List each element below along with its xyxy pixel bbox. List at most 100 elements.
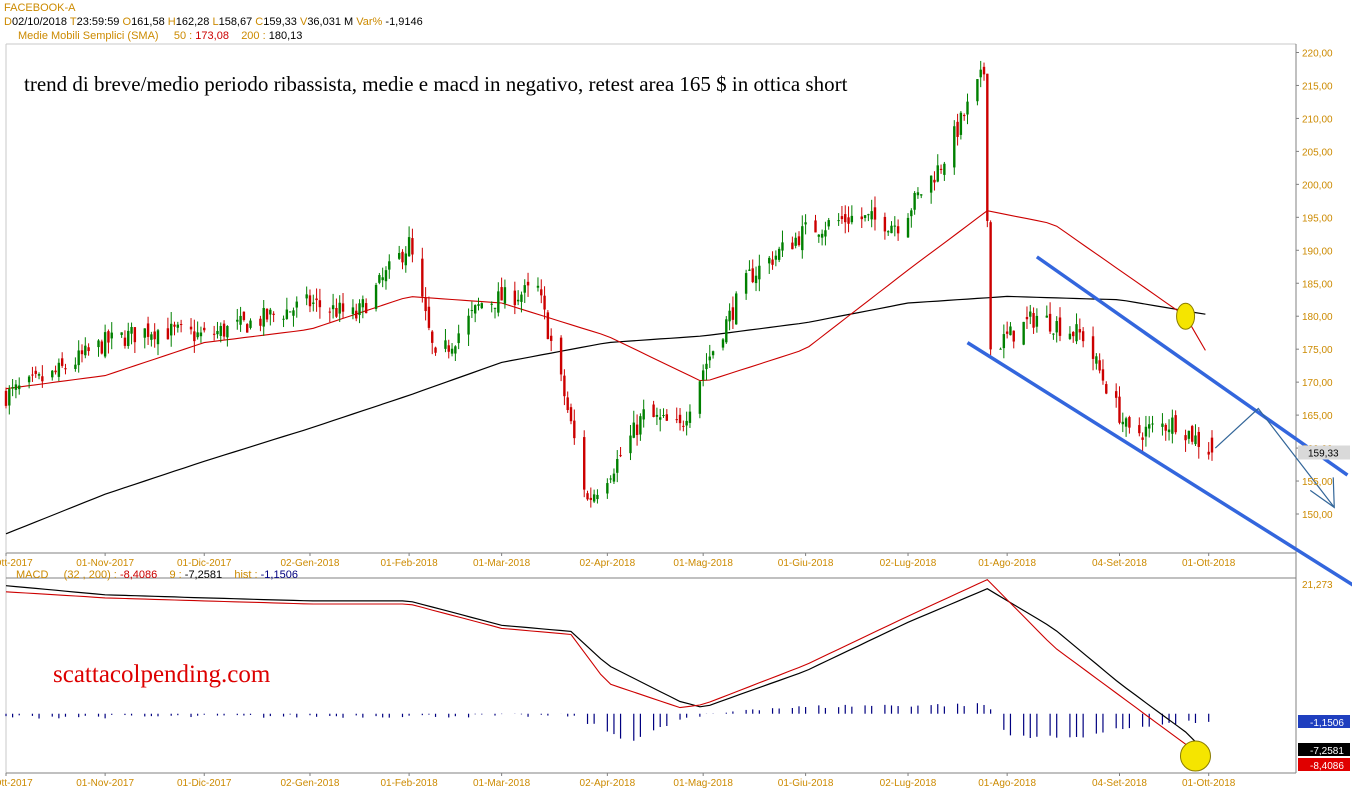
candle-body [929,175,933,193]
candle [1095,353,1098,370]
candle-body [616,458,619,473]
candle [378,272,381,285]
candle [421,247,424,303]
candle [1081,327,1085,348]
candle-body [860,216,863,220]
candle-body [913,192,916,210]
candle [682,420,685,432]
candle [34,366,37,378]
candle [166,317,170,340]
candle-body [150,334,153,340]
candle-body [850,215,854,223]
candle [212,325,216,341]
candle-body [127,330,130,346]
candle [355,303,358,322]
candle-body [1029,311,1032,317]
candle [781,230,784,257]
candle [308,289,312,313]
candle [791,236,794,250]
candle-body [143,328,146,338]
candle-body [982,66,986,75]
candle [14,379,18,399]
candle-body [771,259,774,265]
candle-body [1101,369,1105,381]
candle [503,279,507,309]
candle-body [1197,431,1200,447]
candle [1035,308,1039,333]
candle [351,299,355,320]
candle [288,311,292,313]
candle-body [563,375,566,397]
candle [1002,324,1006,359]
candle-body [966,101,969,115]
candle-body [731,307,735,320]
candle [282,315,285,328]
candle-body [678,414,682,424]
candle [768,255,771,274]
candle-body [421,258,424,297]
candle-body [288,311,292,313]
candle [1048,302,1052,334]
candle-body [1009,326,1012,336]
candle [989,220,992,356]
candle [659,408,662,432]
candle [170,312,173,347]
candle-body [189,326,193,330]
candle [338,295,341,323]
candle [146,316,150,345]
date-tick-label: 01-Mar-2018 [473,778,531,789]
candle [1194,424,1197,446]
candle [629,424,632,461]
candle [939,164,943,174]
candle-body [655,414,659,417]
candle-body [1174,415,1177,433]
candle [262,299,265,336]
candle [305,286,308,306]
candle [962,113,966,121]
sma200-line [5,295,1206,535]
macd-value-tag: -7,2581 [1310,746,1344,757]
candle [1184,429,1187,452]
candle-body [662,415,665,417]
candle-body [11,387,14,389]
candle-body [1081,331,1085,342]
candle [536,277,540,292]
candle-body [688,411,692,423]
candle-body [569,407,573,422]
sma-cross-highlight [1176,302,1196,330]
candle-body [1138,425,1141,434]
forecast-arrow-head [1309,477,1335,509]
candle-body [979,69,982,78]
candle-body [312,302,315,304]
candle-body [477,304,480,306]
candle-body [341,303,345,312]
candle [358,299,361,324]
candle [632,410,635,439]
candle-body [986,73,989,221]
candle [427,296,431,331]
candle [606,478,609,499]
candle-body [27,376,31,383]
date-tick-label: 01-Nov-2017 [76,778,134,789]
symbol-title: FACEBOOK-A [4,2,76,14]
candle-body [54,370,57,373]
candle [1055,316,1058,343]
candle-body [473,305,477,314]
candle [847,206,850,233]
candle-body [682,425,685,427]
candle-body [447,345,450,352]
candle [675,407,678,424]
candle [335,298,338,318]
candle [407,226,411,257]
candle-body [543,295,546,310]
candle [929,175,933,204]
candle-body [794,237,797,246]
channel-lower-line [966,341,1352,587]
candle-body [374,284,378,309]
candle-body [1035,315,1039,327]
candle [744,269,748,300]
candle [820,229,824,246]
candle [870,199,873,228]
c-label: C [255,16,264,28]
